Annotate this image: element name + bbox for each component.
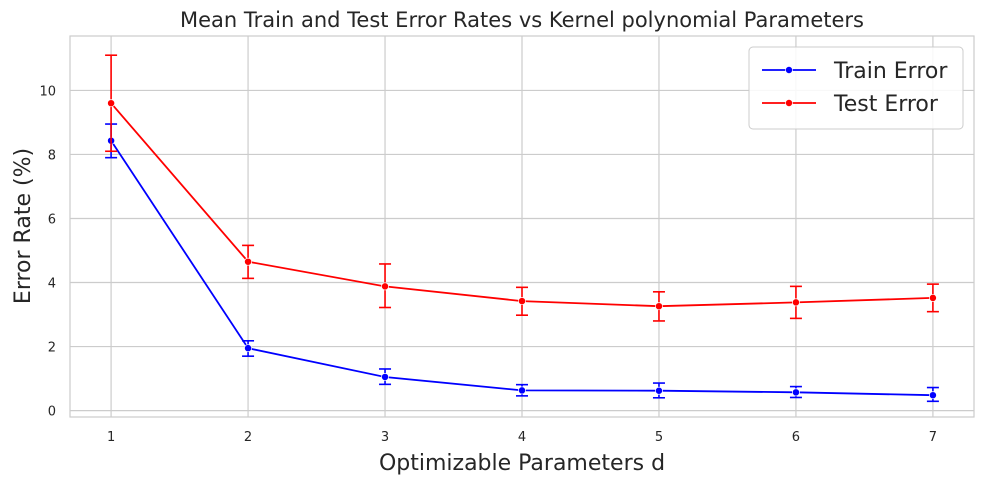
data-point [655, 302, 663, 311]
legend-swatch-marker [785, 99, 793, 107]
x-tick-label: 2 [244, 430, 252, 445]
legend-box [748, 46, 964, 130]
y-tick-label: 0 [48, 405, 56, 420]
data-point [518, 297, 526, 306]
data-point [381, 373, 389, 381]
y-tick-label: 4 [48, 277, 56, 292]
data-point [107, 99, 116, 108]
y-tick-label: 8 [48, 148, 56, 163]
legend-label: Train Error [833, 59, 948, 84]
data-point [928, 293, 937, 302]
x-tick-label: 3 [381, 430, 389, 445]
data-point [928, 391, 937, 400]
series-test-error [105, 54, 939, 322]
data-point [791, 298, 800, 307]
x-axis-label: Optimizable Parameters d [379, 451, 665, 476]
data-point [244, 344, 253, 353]
data-point [791, 388, 800, 397]
y-tick-label: 2 [48, 341, 56, 356]
x-tick-label: 7 [929, 430, 937, 445]
y-tick-labels: 0 2 4 6 8 10 [39, 84, 56, 419]
x-tick-label: 6 [792, 430, 800, 445]
legend-label: Test Error [833, 92, 939, 117]
legend-swatch-marker [785, 66, 793, 74]
plot-frame [69, 35, 975, 418]
legend-item-test-error: Test Error [762, 92, 939, 117]
x-tick-label: 5 [655, 430, 663, 445]
chart-title: Mean Train and Test Error Rates vs Kerne… [180, 8, 864, 32]
series-layer [105, 54, 939, 403]
data-point [518, 386, 526, 395]
legend: Train Error Test Error [748, 46, 964, 130]
y-axis-label: Error Rate (%) [11, 148, 36, 304]
data-point [244, 257, 253, 266]
legend-item-train-error: Train Error [762, 59, 948, 84]
data-point [381, 282, 389, 291]
x-tick-labels: 1 2 3 4 5 6 7 [107, 430, 937, 445]
x-tick-label: 4 [518, 430, 526, 445]
y-tick-label: 10 [39, 84, 56, 99]
data-point [655, 386, 663, 395]
x-tick-label: 1 [107, 430, 115, 445]
y-tick-label: 6 [48, 212, 56, 227]
